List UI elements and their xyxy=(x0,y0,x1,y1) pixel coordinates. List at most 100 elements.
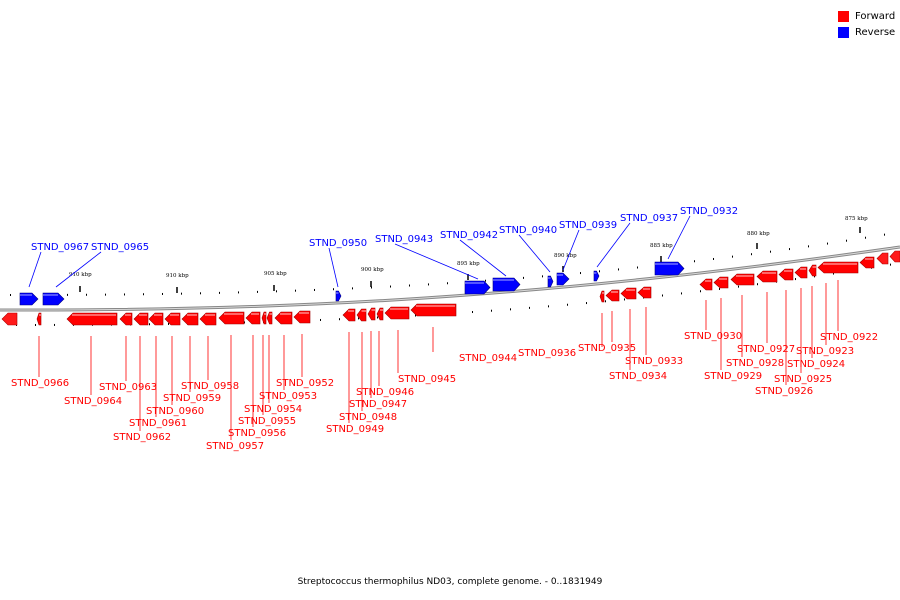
scale-dot xyxy=(827,242,828,245)
gene-arrow-shade-stnd-0966 xyxy=(39,314,41,316)
scale-dot xyxy=(605,300,606,303)
legend: Forward Reverse xyxy=(838,8,895,40)
scale-dot xyxy=(865,236,866,239)
scale-dot xyxy=(624,298,625,301)
gene-label-stnd-0952: STND_0952 xyxy=(276,378,334,389)
gene-arrow-shade-stnd-0947 xyxy=(371,309,375,311)
scale-dot xyxy=(314,288,315,291)
scale-dot xyxy=(789,248,790,251)
scale-dot xyxy=(700,290,701,293)
label-leader-lines xyxy=(28,215,839,440)
gene-arrow-shade-stnd-0940 xyxy=(548,277,551,279)
gene-label-stnd-0937: STND_0937 xyxy=(620,213,678,224)
gene-arrow-shade-stnd-0922 xyxy=(865,258,873,260)
scale-dot xyxy=(371,286,372,289)
scale-dot xyxy=(295,289,296,292)
gene-arrow-shade-stnd-0957 xyxy=(224,313,243,315)
scale-dot xyxy=(339,318,340,321)
scale-dot xyxy=(390,285,391,288)
scale-dot xyxy=(833,272,834,275)
gene-label-stnd-0959: STND_0959 xyxy=(163,393,221,404)
scale-dot xyxy=(447,282,448,285)
scale-dot xyxy=(890,263,891,266)
gene-arrow-shade-stnd-0945 xyxy=(390,308,408,310)
gene-arrow-stnd-0932[interactable] xyxy=(654,261,685,276)
gene-arrow-shade-stnd-0939 xyxy=(557,274,563,276)
genome-caption: Streptococcus thermophilus ND03, complet… xyxy=(297,577,603,587)
gene-arrow-stnd-0943[interactable] xyxy=(464,280,491,295)
genome-backbone-highlight xyxy=(0,246,900,311)
gene-label-stnd-0929: STND_0929 xyxy=(704,371,762,382)
scale-dot xyxy=(238,291,239,294)
scale-dot xyxy=(276,290,277,293)
gene-label-stnd-0928: STND_0928 xyxy=(726,358,784,369)
legend-forward: Forward xyxy=(838,8,895,24)
gene-arrow-shade-stnd-0944 xyxy=(416,305,455,307)
scale-tick-label: 905 kbp xyxy=(264,271,287,277)
scale-tick-label: 895 kbp xyxy=(457,261,480,267)
gene-arrow-shade-stnd-0930 xyxy=(705,280,711,282)
gene-arrow-shade-stnd-0933 xyxy=(643,288,650,290)
gene-arrow-shade-stnd-0934 xyxy=(626,289,635,291)
scale-dot xyxy=(567,303,568,306)
scale-dot xyxy=(409,284,410,287)
scale-dot xyxy=(219,291,220,294)
scale-dot xyxy=(662,294,663,297)
scale-dot xyxy=(580,272,581,275)
gene-arrow-shade-stnd-0946 xyxy=(380,309,383,311)
gene-arrow-shade-stnd-0964 xyxy=(72,314,116,316)
leader-line-stnd-0950 xyxy=(328,247,339,288)
gene-arrow-shade-stnd-0956 xyxy=(251,313,259,315)
scale-dot xyxy=(808,245,809,248)
scale-dot xyxy=(814,275,815,278)
scale-dot xyxy=(162,292,163,295)
gene-label-stnd-0953: STND_0953 xyxy=(259,391,317,402)
gene-label-stnd-0957: STND_0957 xyxy=(206,441,264,452)
gene-label-stnd-0965: STND_0965 xyxy=(91,242,149,253)
leader-line-stnd-0932 xyxy=(667,215,691,260)
legend-reverse-label: Reverse xyxy=(855,26,896,38)
gene-arrow-shade-stnd-0924 xyxy=(812,266,816,268)
leader-line-stnd-0942 xyxy=(459,239,507,277)
gene-arrow-forward xyxy=(1,312,18,326)
gene-label-stnd-0926: STND_0926 xyxy=(755,386,813,397)
scale-dot xyxy=(757,283,758,286)
gene-label-stnd-0964: STND_0964 xyxy=(64,396,122,407)
gene-arrow-shade-stnd-0932 xyxy=(655,263,678,265)
gene-labels: STND_0967 STND_0965 STND_0950 STND_0943 STND… xyxy=(11,206,878,452)
gene-label-stnd-0946: STND_0946 xyxy=(356,387,414,398)
scale-dot xyxy=(681,292,682,295)
gene-arrow-shade-stnd-0948 xyxy=(361,310,366,312)
gene-arrow-stnd-0942[interactable] xyxy=(492,277,521,292)
scale-dot xyxy=(124,293,125,296)
gene-label-stnd-0925: STND_0925 xyxy=(774,374,832,385)
scale-dot xyxy=(67,293,68,296)
gene-label-stnd-0967: STND_0967 xyxy=(31,242,89,253)
leader-line-stnd-0967 xyxy=(28,251,42,288)
gene-label-stnd-0930: STND_0930 xyxy=(684,331,742,342)
scale-dot xyxy=(795,278,796,281)
gene-arrow-forward xyxy=(876,252,889,265)
gene-arrow-shade-stnd-0925 xyxy=(800,268,806,270)
gene-label-stnd-0932: STND_0932 xyxy=(680,206,738,217)
scale-dot xyxy=(491,309,492,312)
gene-label-stnd-0944: STND_0944 xyxy=(459,353,517,364)
gene-arrows xyxy=(1,250,900,326)
scale-dot xyxy=(472,311,473,314)
gene-label-stnd-0933: STND_0933 xyxy=(625,356,683,367)
gene-label-stnd-0935: STND_0935 xyxy=(578,343,636,354)
leader-line-stnd-0940 xyxy=(518,234,551,273)
leader-line-stnd-0939 xyxy=(562,229,580,271)
scale-dot xyxy=(694,260,695,263)
gene-arrow-shade-stnd-0935 xyxy=(611,291,618,293)
scale-dot xyxy=(86,293,87,296)
scale-dot xyxy=(244,321,245,324)
scale-dot xyxy=(586,302,587,305)
gene-label-stnd-0927: STND_0927 xyxy=(737,344,795,355)
gene-label-stnd-0924: STND_0924 xyxy=(787,359,845,370)
scale-ticks: 875 kbp 880 kbp 885 kbp 890 kbp 895 kbp 900 k… xyxy=(69,216,868,293)
gene-arrow-shade-stnd-0958 xyxy=(205,314,215,316)
gene-label-stnd-0963: STND_0963 xyxy=(99,382,157,393)
gene-label-stnd-0960: STND_0960 xyxy=(146,406,204,417)
